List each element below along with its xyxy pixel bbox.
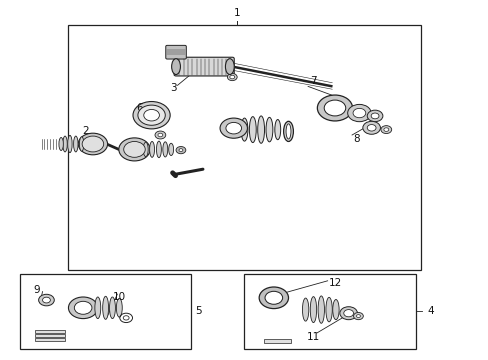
Circle shape <box>264 291 282 304</box>
Circle shape <box>74 301 92 314</box>
Circle shape <box>324 100 345 116</box>
Text: 8: 8 <box>353 134 360 144</box>
Ellipse shape <box>102 296 108 319</box>
Bar <box>244 274 415 349</box>
Circle shape <box>339 307 357 320</box>
Circle shape <box>370 113 378 119</box>
Text: 12: 12 <box>327 278 341 288</box>
Circle shape <box>133 102 170 129</box>
Text: 4: 4 <box>426 306 433 316</box>
Ellipse shape <box>168 143 173 156</box>
Circle shape <box>356 315 360 318</box>
Text: 1: 1 <box>233 8 240 18</box>
Circle shape <box>366 125 375 131</box>
Bar <box>35 338 64 341</box>
Circle shape <box>39 294 54 306</box>
Text: 7: 7 <box>309 76 316 86</box>
Circle shape <box>158 133 163 137</box>
Text: 6: 6 <box>136 103 142 113</box>
Circle shape <box>362 121 380 134</box>
Ellipse shape <box>163 142 167 157</box>
Circle shape <box>119 138 150 161</box>
Circle shape <box>352 108 365 118</box>
Circle shape <box>229 75 234 79</box>
Circle shape <box>138 105 165 125</box>
Text: 10: 10 <box>113 292 126 302</box>
Circle shape <box>176 147 185 154</box>
Circle shape <box>259 287 288 309</box>
Circle shape <box>347 104 370 122</box>
Ellipse shape <box>62 136 67 152</box>
Circle shape <box>383 128 388 131</box>
Ellipse shape <box>225 59 234 75</box>
Ellipse shape <box>59 138 63 150</box>
Circle shape <box>225 122 241 134</box>
Circle shape <box>143 109 159 121</box>
Ellipse shape <box>73 136 78 152</box>
Circle shape <box>343 310 353 317</box>
Circle shape <box>227 73 237 81</box>
Ellipse shape <box>241 118 247 141</box>
Circle shape <box>380 126 391 134</box>
Text: 3: 3 <box>170 83 177 93</box>
Ellipse shape <box>95 297 101 319</box>
Bar <box>35 330 64 333</box>
Ellipse shape <box>309 297 316 323</box>
FancyBboxPatch shape <box>174 57 234 76</box>
Circle shape <box>353 312 363 320</box>
Ellipse shape <box>149 141 154 157</box>
Ellipse shape <box>285 124 290 139</box>
Text: 9: 9 <box>33 285 40 295</box>
Text: 11: 11 <box>305 332 319 342</box>
Circle shape <box>155 131 165 139</box>
Circle shape <box>78 133 107 155</box>
Ellipse shape <box>249 117 256 143</box>
Circle shape <box>179 149 183 152</box>
Ellipse shape <box>318 296 324 323</box>
Ellipse shape <box>67 135 72 153</box>
FancyBboxPatch shape <box>165 45 186 59</box>
Ellipse shape <box>109 297 115 319</box>
Circle shape <box>42 297 50 303</box>
Bar <box>264 339 290 343</box>
Ellipse shape <box>143 142 148 157</box>
Text: 2: 2 <box>82 126 89 136</box>
Ellipse shape <box>283 121 293 141</box>
Ellipse shape <box>257 116 264 143</box>
Circle shape <box>317 95 352 121</box>
Text: 5: 5 <box>194 306 201 316</box>
Circle shape <box>82 136 103 152</box>
Circle shape <box>123 316 129 320</box>
Ellipse shape <box>265 117 272 142</box>
Ellipse shape <box>171 59 180 75</box>
Circle shape <box>366 110 382 122</box>
Ellipse shape <box>116 298 122 317</box>
Ellipse shape <box>332 300 339 320</box>
Circle shape <box>220 118 247 138</box>
Ellipse shape <box>274 120 280 140</box>
Ellipse shape <box>79 137 84 151</box>
Ellipse shape <box>156 141 161 158</box>
Bar <box>20 274 190 349</box>
Bar <box>35 334 64 337</box>
Bar <box>68 25 420 270</box>
Circle shape <box>123 141 145 157</box>
Circle shape <box>68 297 98 319</box>
Ellipse shape <box>325 297 332 322</box>
Ellipse shape <box>302 298 308 321</box>
